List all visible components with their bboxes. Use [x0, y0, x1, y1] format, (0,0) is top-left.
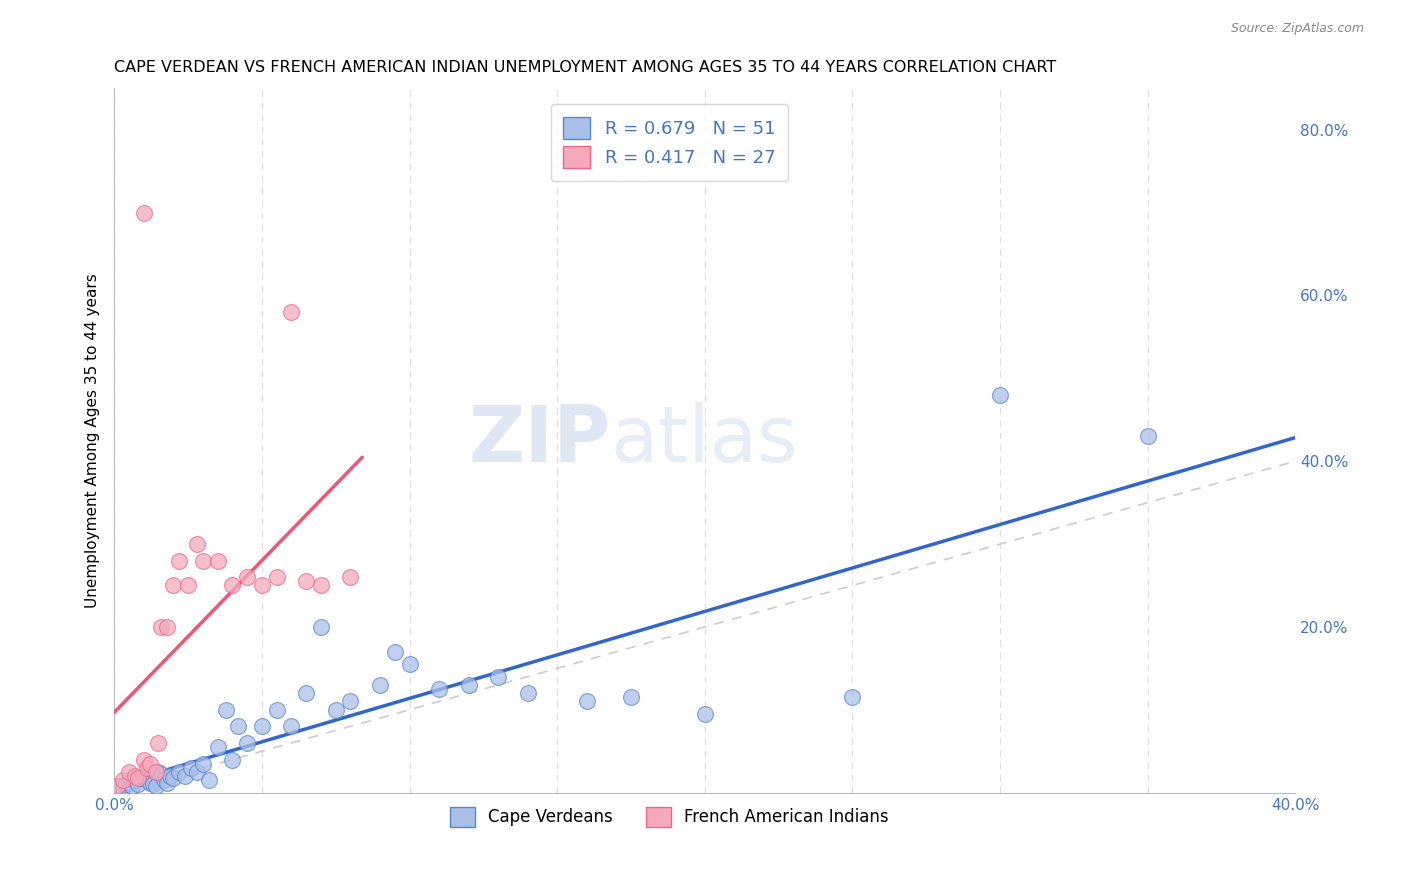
Point — [295, 574, 318, 589]
Point — [145, 764, 167, 779]
Point — [309, 578, 332, 592]
Point — [174, 769, 197, 783]
Point — [121, 779, 143, 793]
Point — [368, 678, 391, 692]
Point — [162, 771, 184, 785]
Point — [129, 771, 152, 785]
Point — [177, 578, 200, 592]
Point — [191, 553, 214, 567]
Point — [427, 681, 450, 696]
Point — [124, 769, 146, 783]
Point — [127, 771, 149, 785]
Point — [162, 578, 184, 592]
Point — [280, 719, 302, 733]
Point — [180, 761, 202, 775]
Text: Source: ZipAtlas.com: Source: ZipAtlas.com — [1230, 22, 1364, 36]
Point — [156, 775, 179, 789]
Point — [191, 756, 214, 771]
Point — [266, 703, 288, 717]
Y-axis label: Unemployment Among Ages 35 to 44 years: Unemployment Among Ages 35 to 44 years — [86, 273, 100, 607]
Point — [207, 553, 229, 567]
Point — [159, 769, 181, 783]
Point — [108, 779, 131, 793]
Point — [142, 777, 165, 791]
Point — [135, 773, 157, 788]
Point — [215, 703, 238, 717]
Point — [186, 537, 208, 551]
Point — [115, 777, 138, 791]
Point — [693, 706, 716, 721]
Point — [988, 388, 1011, 402]
Legend: Cape Verdeans, French American Indians: Cape Verdeans, French American Indians — [443, 800, 896, 834]
Text: atlas: atlas — [610, 402, 797, 478]
Point — [167, 764, 190, 779]
Point — [339, 694, 361, 708]
Point — [135, 761, 157, 775]
Point — [148, 764, 170, 779]
Point — [118, 775, 141, 789]
Point — [516, 686, 538, 700]
Point — [620, 690, 643, 705]
Point — [132, 752, 155, 766]
Point — [132, 769, 155, 783]
Point — [295, 686, 318, 700]
Text: CAPE VERDEAN VS FRENCH AMERICAN INDIAN UNEMPLOYMENT AMONG AGES 35 TO 44 YEARS CO: CAPE VERDEAN VS FRENCH AMERICAN INDIAN U… — [114, 60, 1056, 75]
Point — [127, 777, 149, 791]
Point — [384, 645, 406, 659]
Point — [280, 305, 302, 319]
Point — [266, 570, 288, 584]
Point — [112, 773, 135, 788]
Point — [575, 694, 598, 708]
Point — [156, 620, 179, 634]
Point — [105, 779, 128, 793]
Point — [145, 779, 167, 793]
Point — [250, 578, 273, 592]
Point — [132, 205, 155, 219]
Point — [118, 764, 141, 779]
Point — [457, 678, 479, 692]
Point — [309, 620, 332, 634]
Point — [841, 690, 863, 705]
Point — [150, 620, 173, 634]
Point — [236, 570, 259, 584]
Point — [153, 773, 176, 788]
Point — [197, 773, 219, 788]
Point — [221, 578, 243, 592]
Point — [167, 553, 190, 567]
Point — [236, 736, 259, 750]
Point — [398, 657, 420, 672]
Point — [250, 719, 273, 733]
Point — [1136, 429, 1159, 443]
Point — [221, 752, 243, 766]
Point — [325, 703, 347, 717]
Point — [207, 740, 229, 755]
Point — [112, 780, 135, 795]
Point — [486, 670, 509, 684]
Point — [124, 773, 146, 788]
Point — [226, 719, 249, 733]
Point — [105, 781, 128, 796]
Text: ZIP: ZIP — [468, 402, 610, 478]
Point — [138, 775, 160, 789]
Point — [138, 756, 160, 771]
Point — [186, 764, 208, 779]
Point — [148, 736, 170, 750]
Point — [150, 767, 173, 781]
Point — [339, 570, 361, 584]
